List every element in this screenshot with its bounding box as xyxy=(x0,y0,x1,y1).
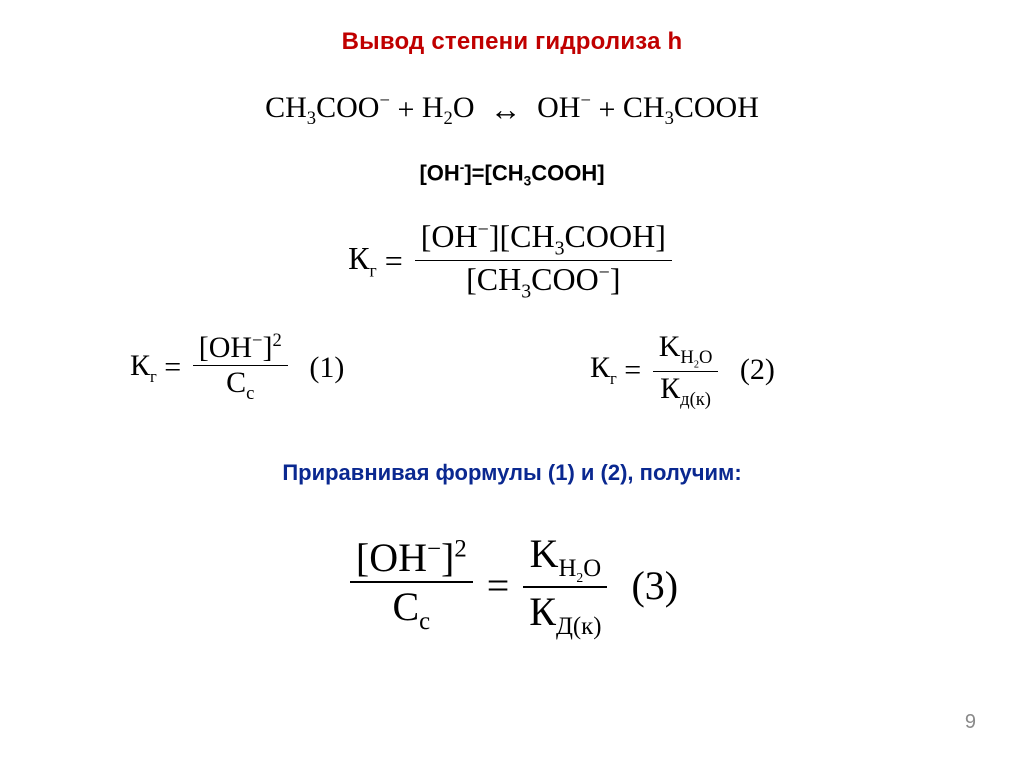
slide: Вывод степени гидролиза h CH3COO− + H2O … xyxy=(0,0,1024,768)
equation-1: Кг = [OH−]2 Cc (1) xyxy=(130,330,344,405)
equation-1-tag: (1) xyxy=(309,351,344,384)
species-ch3cooh: CH3COOH xyxy=(623,91,759,124)
symbol-K-g-2: Кг xyxy=(590,351,624,384)
plus-1: + xyxy=(397,93,421,126)
fraction-kg: [OH−][CH3COOH] [CH3COO−] xyxy=(415,218,672,304)
equilibrium-arrow: ↔ xyxy=(482,92,537,127)
fraction-eq3-right: KH2O КД(к) xyxy=(523,530,607,641)
reaction-equation: CH3COO− + H2O ↔ OH− + CH3COOH xyxy=(0,90,1024,130)
equation-3-tag: (3) xyxy=(631,563,678,608)
equation-2-tag: (2) xyxy=(740,353,775,386)
fraction-eq3-left: [OH−]2 Cc xyxy=(350,534,473,636)
symbol-K-g: Кг xyxy=(348,240,385,276)
fraction-eq2: KH2O Кд(к) xyxy=(653,330,719,411)
page-number: 9 xyxy=(965,711,976,734)
species-oh-minus: OH− xyxy=(537,91,598,124)
symbol-K-g-1: Кг xyxy=(130,349,164,382)
slide-title: Вывод степени гидролиза h xyxy=(0,28,1024,56)
caption-text: Приравнивая формулы (1) и (2), получим: xyxy=(0,460,1024,486)
species-h2o: H2O xyxy=(422,91,482,124)
equation-2: Кг = KH2O Кд(к) (2) xyxy=(590,330,775,411)
fraction-eq1: [OH−]2 Cc xyxy=(193,330,288,405)
equals-sign-3: = xyxy=(487,563,520,608)
equality-statement: [OH-]=[CH3COOH] xyxy=(0,160,1024,189)
equals-sign: = xyxy=(385,242,411,278)
plus-2: + xyxy=(598,93,622,126)
equation-3: [OH−]2 Cc = KH2O КД(к) (3) xyxy=(0,530,1024,641)
equation-kg-definition: Кг = [OH−][CH3COOH] [CH3COO−] xyxy=(0,218,1024,304)
species-ch3coo-minus: CH3COO− xyxy=(265,91,397,124)
